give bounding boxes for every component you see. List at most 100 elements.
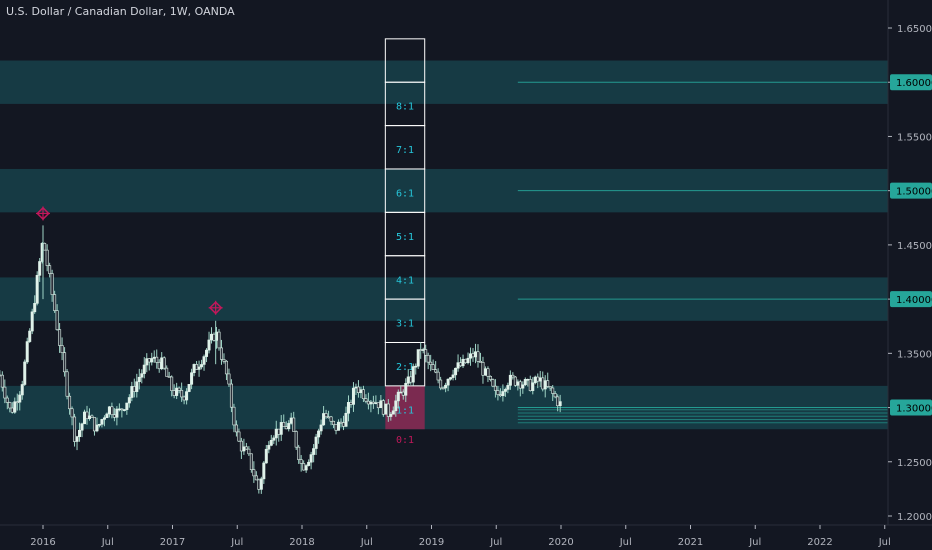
candle-body-34 bbox=[83, 411, 87, 425]
candle-body-124 bbox=[307, 461, 311, 466]
candle-body-89 bbox=[219, 347, 223, 360]
candle-body-197 bbox=[488, 376, 492, 380]
time-tick-label: 2019 bbox=[419, 537, 444, 548]
time-tick-label: 2016 bbox=[30, 537, 55, 548]
rr-label-0: 0:1 bbox=[396, 435, 414, 446]
candle-body-128 bbox=[317, 430, 321, 438]
candle-body-143 bbox=[354, 386, 358, 389]
price-tag-3 bbox=[890, 399, 932, 416]
candle-body-120 bbox=[297, 446, 301, 460]
candle-body-99 bbox=[244, 446, 248, 450]
price-tag-1 bbox=[890, 182, 932, 199]
candle-body-57 bbox=[140, 373, 144, 378]
candle-body-14 bbox=[33, 303, 37, 313]
candle-body-209 bbox=[518, 381, 522, 389]
candle-body-10 bbox=[23, 361, 27, 385]
candle-body-154 bbox=[381, 400, 385, 415]
candle-body-144 bbox=[356, 386, 360, 393]
candle-body-60 bbox=[147, 358, 151, 363]
candle-body-4 bbox=[8, 402, 12, 409]
candle-body-140 bbox=[346, 402, 350, 414]
price-tag-label: 1.30000 bbox=[896, 404, 932, 415]
price-tick-label: 1.20000 bbox=[897, 512, 932, 523]
candle-body-83 bbox=[205, 349, 209, 357]
candle-body-19 bbox=[45, 249, 49, 266]
price-tag-label: 1.50000 bbox=[896, 187, 932, 198]
rr-label-7: 7:1 bbox=[396, 145, 414, 156]
candle-body-137 bbox=[339, 421, 343, 424]
candle-body-142 bbox=[351, 387, 355, 405]
candle-body-97 bbox=[239, 440, 243, 452]
price-tick-label: 1.35000 bbox=[897, 349, 932, 360]
rr-label-8: 8:1 bbox=[396, 102, 414, 113]
candle-body-88 bbox=[217, 331, 221, 349]
candle-body-92 bbox=[227, 373, 231, 385]
candle-body-118 bbox=[292, 417, 296, 432]
candle-body-94 bbox=[232, 406, 236, 426]
candle-body-135 bbox=[334, 424, 338, 431]
candle-body-53 bbox=[130, 386, 134, 398]
rr-label-4: 4:1 bbox=[396, 275, 414, 286]
candle-body-198 bbox=[491, 379, 495, 387]
candle-body-46 bbox=[112, 414, 116, 418]
candle-body-215 bbox=[533, 376, 537, 384]
candle-body-121 bbox=[299, 459, 303, 464]
candle-body-8 bbox=[18, 394, 22, 403]
candle-body-149 bbox=[369, 401, 373, 405]
candle-body-211 bbox=[523, 379, 527, 386]
peak-marker-icon bbox=[208, 300, 223, 315]
candle-body-72 bbox=[177, 387, 181, 391]
candle-body-166 bbox=[411, 366, 415, 383]
candle-body-32 bbox=[78, 429, 82, 437]
candle-body-80 bbox=[197, 366, 201, 370]
candle-body-205 bbox=[508, 374, 512, 386]
candle-body-86 bbox=[212, 333, 216, 341]
candle-body-206 bbox=[511, 374, 515, 378]
candle-body-115 bbox=[284, 426, 288, 430]
candle-body-200 bbox=[496, 390, 500, 395]
candle-body-185 bbox=[459, 362, 463, 367]
candle-body-210 bbox=[521, 384, 525, 389]
candle-body-132 bbox=[327, 416, 331, 419]
time-tick-label: 2018 bbox=[289, 537, 314, 548]
candle-body-175 bbox=[434, 369, 438, 373]
candle-body-148 bbox=[366, 400, 370, 405]
candle-body-167 bbox=[414, 365, 418, 368]
price-axis[interactable]: 1.20000 1.25000 1.30000 1.35000 1.40000 1.450… bbox=[887, 0, 932, 525]
candle-body-174 bbox=[431, 364, 435, 370]
candle-body-42 bbox=[102, 417, 106, 420]
candle-body-196 bbox=[486, 368, 490, 377]
time-axis[interactable]: 2016 Jul 2017 Jul 2018 Jul 2019 Jul 2020 Jul 2021 J… bbox=[0, 524, 932, 548]
candle-body-159 bbox=[394, 400, 398, 412]
candle-body-108 bbox=[267, 445, 271, 450]
peak-marker-icon bbox=[36, 206, 50, 221]
candle-body-222 bbox=[551, 387, 555, 394]
candle-body-2 bbox=[3, 386, 7, 399]
risk-reward-tool[interactable]: 8:1 7:1 6:1 5:1 4:1 3:1 2:1 1:1 0:1 bbox=[384, 38, 426, 446]
candle-body-157 bbox=[389, 413, 393, 417]
candle-body-116 bbox=[287, 423, 291, 430]
candle-body-90 bbox=[222, 359, 226, 362]
candle-body-63 bbox=[155, 356, 159, 363]
candle-body-219 bbox=[543, 380, 547, 390]
candle-body-169 bbox=[419, 349, 423, 351]
price-tick-label: 1.65000 bbox=[897, 24, 932, 35]
level-lines-layer bbox=[517, 81, 888, 424]
candle-body-79 bbox=[195, 364, 199, 370]
time-tick-label: 2020 bbox=[548, 537, 573, 548]
candle-body-110 bbox=[272, 437, 276, 441]
candle-body-36 bbox=[87, 415, 91, 420]
time-tick-label: Jul bbox=[360, 537, 373, 548]
time-tick-label: Jul bbox=[101, 537, 114, 548]
candle-body-164 bbox=[406, 376, 410, 384]
candle-body-56 bbox=[137, 376, 141, 383]
candle-body-194 bbox=[481, 362, 485, 376]
candle-body-7 bbox=[15, 401, 19, 404]
candle-body-61 bbox=[150, 358, 154, 363]
chart-title: U.S. Dollar / Canadian Dollar, 1W, OANDA bbox=[6, 5, 235, 18]
time-tick-label: Jul bbox=[619, 537, 632, 548]
candle-body-93 bbox=[229, 383, 233, 408]
candle-body-40 bbox=[97, 424, 101, 426]
candle-body-190 bbox=[471, 353, 475, 358]
